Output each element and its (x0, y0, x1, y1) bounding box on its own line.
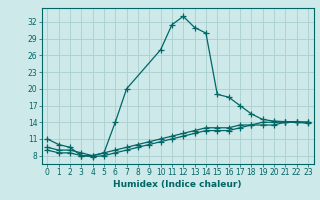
X-axis label: Humidex (Indice chaleur): Humidex (Indice chaleur) (113, 180, 242, 189)
